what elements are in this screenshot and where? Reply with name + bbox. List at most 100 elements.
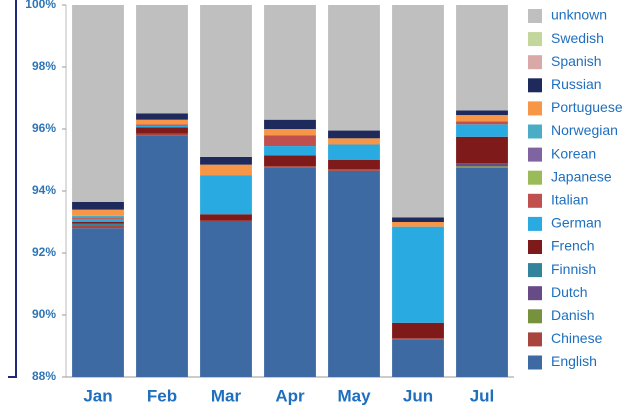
legend-label: English [551,353,597,369]
legend-label: Italian [551,192,588,208]
legend-label: French [551,238,595,254]
bar-segment [392,222,444,227]
legend-swatch [528,263,542,278]
bar-segment [136,5,188,114]
legend-swatch [528,124,542,139]
legend-label: Russian [551,76,602,92]
legend-label: Spanish [551,53,602,69]
bar-segment [392,338,444,340]
x-tick-label: Feb [147,386,177,405]
bar-segment [328,169,380,171]
bar-segment [136,124,188,126]
legend-label: Portuguese [551,99,623,115]
bar-segment [456,167,508,377]
bar-segment [456,5,508,111]
legend-label: Danish [551,307,595,323]
bar-segment [328,138,380,145]
bar-segment [392,217,444,222]
bar-segment [200,214,252,221]
legend-swatch [528,240,542,254]
legend-label: Japanese [551,168,612,184]
bar-segment [456,110,508,116]
bar-segment [328,170,380,377]
bar-segment [72,217,124,219]
legend-swatch [528,147,542,162]
legend-swatch [528,332,542,347]
bar-segment [328,5,380,131]
bar-segment [264,146,316,156]
bar-segment [72,228,124,377]
bar-segment [456,166,508,168]
x-tick-label: Mar [211,386,242,405]
legend-swatch [528,193,542,208]
legend-label: Chinese [551,330,603,346]
x-tick-label: May [337,386,371,405]
bar-segment [392,5,444,218]
bar-segment [328,160,380,170]
bar-segment [392,322,444,339]
bar-segment [264,119,316,129]
bar-segment [72,218,124,222]
x-tick-label: Jun [403,386,433,405]
legend-swatch [528,309,542,324]
y-tick-label: 90% [32,307,56,321]
bar-segment [456,121,508,125]
legend-label: Korean [551,145,596,161]
bar-segment [200,5,252,157]
legend-swatch [528,55,542,70]
y-tick-label: 92% [32,245,56,259]
legend-swatch [528,9,542,23]
legend-label: Finnish [551,261,596,277]
bar-segment [456,124,508,137]
bar-segment [264,5,316,120]
bar-segment [200,220,252,222]
bracket [8,0,17,378]
legend-label: Swedish [551,30,604,46]
bar-segment [264,155,316,167]
y-tick-label: 100% [25,0,56,11]
bar-segment [200,156,252,165]
legend-swatch [528,216,542,231]
legend-label: Dutch [551,284,588,300]
bar-segment [264,166,316,168]
y-tick-label: 98% [32,59,56,73]
bar-segment [392,339,444,377]
bar-segment [72,201,124,210]
bar-segment [264,135,316,147]
bar-segment [328,130,380,139]
bar-segment [456,136,508,164]
bar-segment [136,113,188,120]
bar-segment [72,209,124,216]
legend-label: German [551,215,602,231]
bar-segment [136,127,188,134]
bar-segment [72,5,124,202]
x-tick-label: Jul [470,386,495,405]
bar-segment [456,163,508,167]
legend-swatch [528,355,542,370]
legend-swatch [528,32,542,47]
bar-segment [264,167,316,377]
x-tick-label: Jan [83,386,112,405]
y-tick-label: 94% [32,183,56,197]
bar-segment [392,226,444,323]
bar-segment [136,125,188,128]
legend-swatch [528,101,542,116]
bar-segment [200,164,252,176]
legend-swatch [528,78,542,93]
legend-swatch [528,170,542,185]
bar-segment [136,119,188,125]
bar-segment [72,225,124,229]
bar-segment [200,175,252,215]
bar-segment [72,215,124,218]
legend-label: unknown [551,7,607,23]
y-tick-label: 96% [32,121,56,135]
bar-segment [328,144,380,160]
bar-segment [200,222,252,377]
bar-segment [136,133,188,136]
bar-segment [72,223,124,226]
x-tick-label: Apr [275,386,305,405]
bar-segment [456,115,508,122]
bar-segment [264,129,316,136]
legend-swatch [528,286,542,301]
legend-label: Norwegian [551,122,618,138]
